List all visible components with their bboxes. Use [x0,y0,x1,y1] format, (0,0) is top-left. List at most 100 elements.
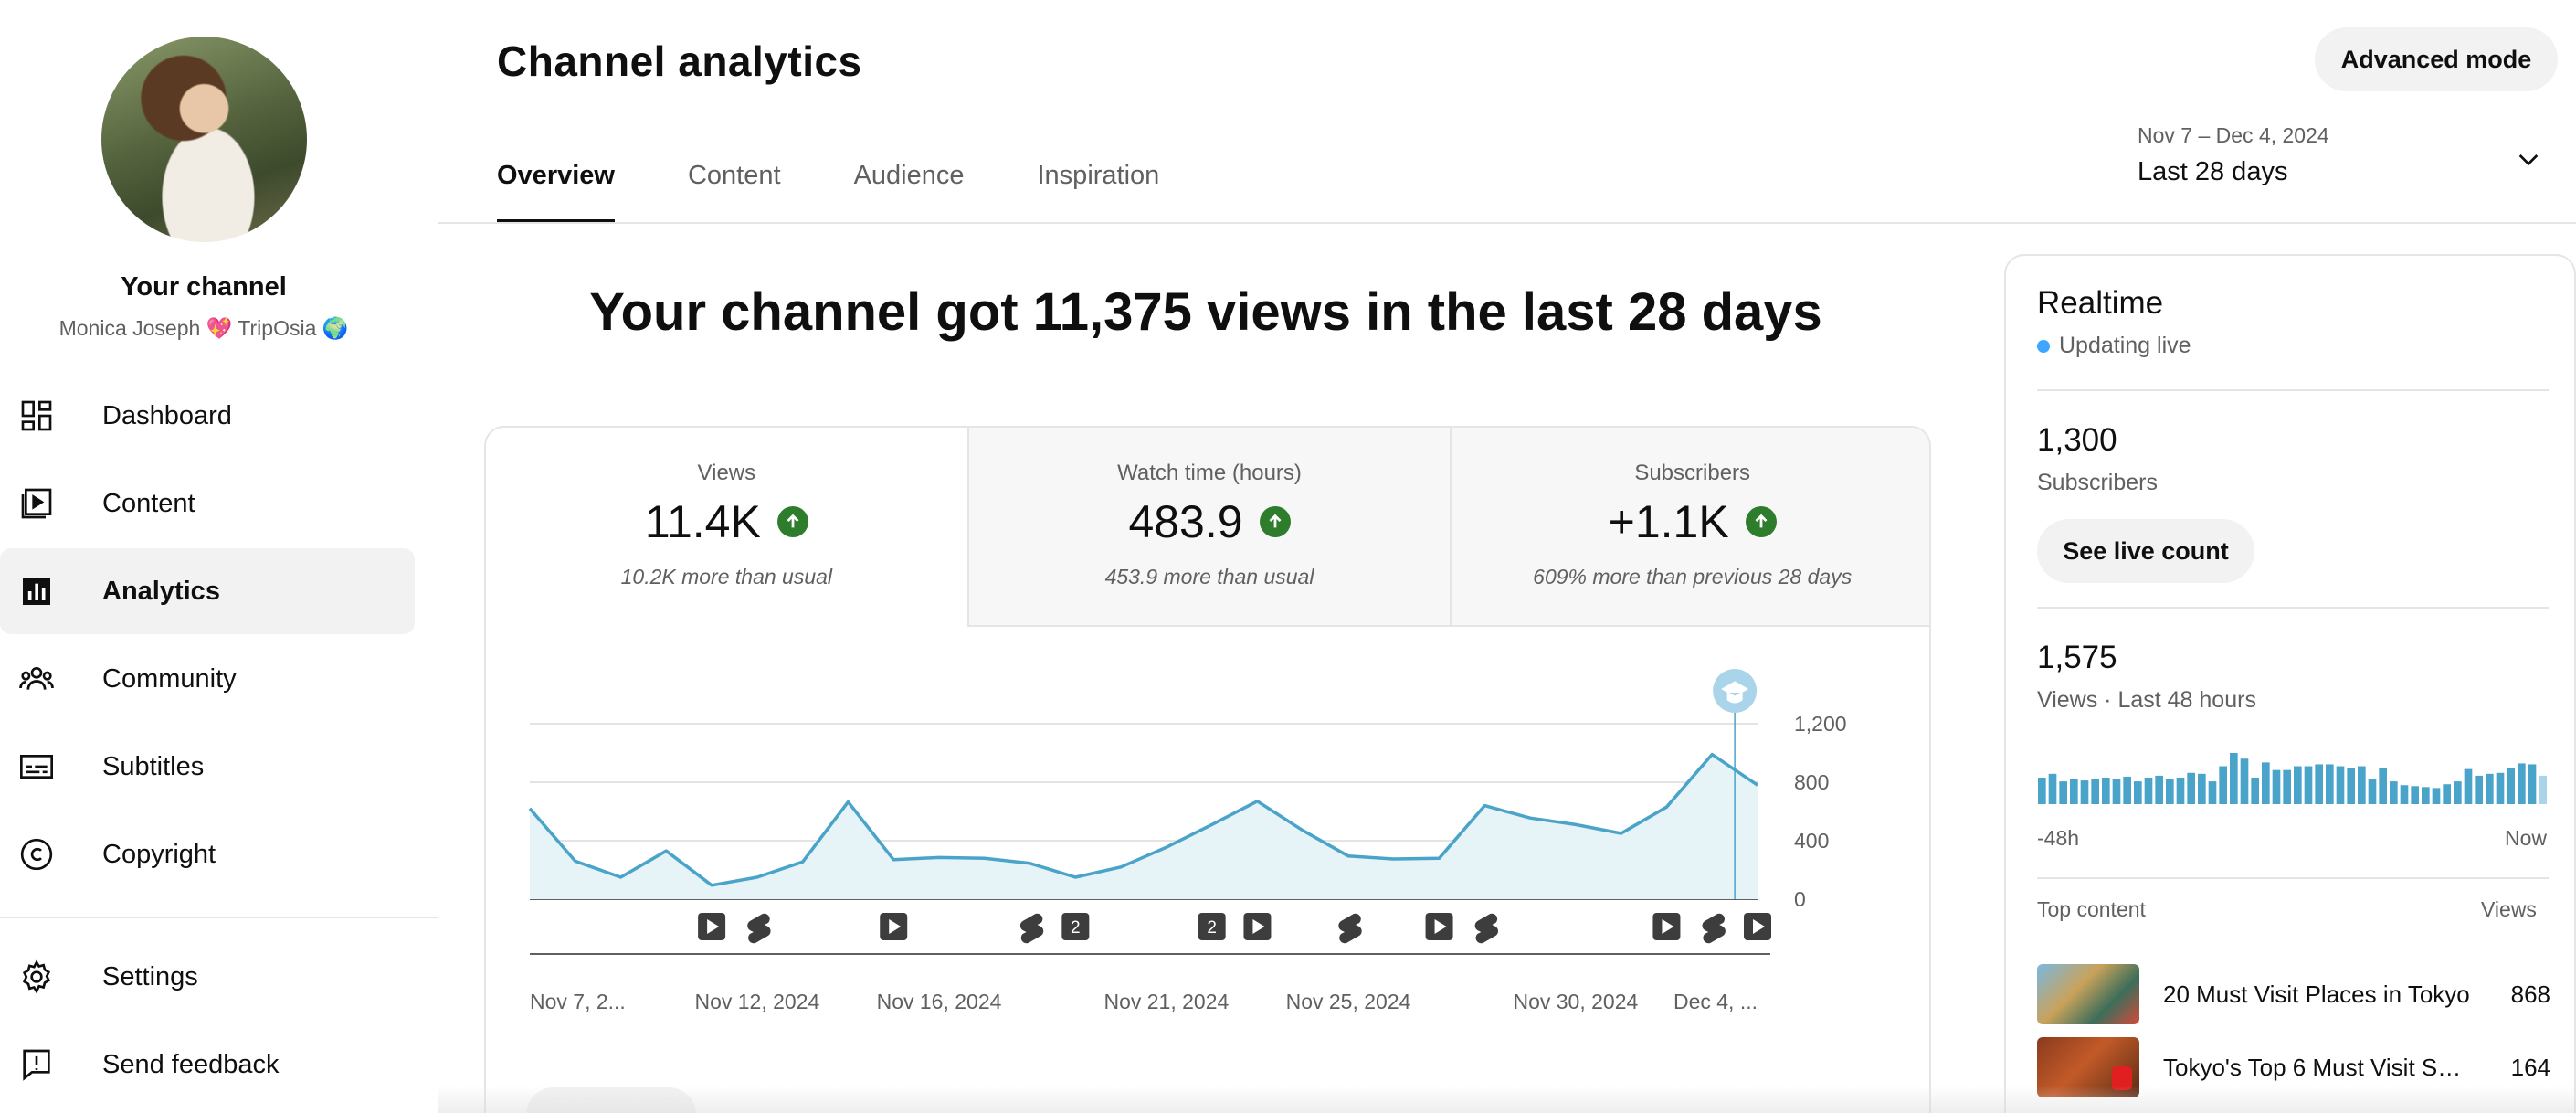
realtime-bar[interactable] [2336,766,2345,804]
top-content-item[interactable]: 20 Must Visit Places in Tokyo 868 [2037,963,2550,1025]
realtime-bar[interactable] [2518,763,2526,804]
realtime-bar[interactable] [2091,779,2099,804]
realtime-bar[interactable] [2176,777,2185,804]
realtime-bar[interactable] [2443,784,2451,804]
sidebar-item-settings[interactable]: Settings [0,934,415,1020]
realtime-bar[interactable] [2464,768,2473,804]
realtime-bar[interactable] [2230,753,2238,804]
realtime-bar[interactable] [2070,779,2078,804]
see-live-count-button[interactable]: See live count [2037,519,2254,583]
realtime-bar[interactable] [2422,787,2430,804]
play-icon [889,919,902,934]
upload-count-badge [1061,913,1090,940]
shorts-upload-icon [1474,913,1499,944]
sidebar-item-analytics[interactable]: Analytics [0,548,415,634]
play-icon [1434,919,1447,934]
realtime-bar[interactable] [2304,766,2313,804]
realtime-bar[interactable] [2155,775,2163,804]
community-icon [18,661,55,697]
sidebar-divider [0,917,438,918]
realtime-bar[interactable] [2048,773,2057,804]
realtime-bar[interactable] [2134,781,2142,804]
realtime-bar[interactable] [2358,766,2366,804]
realtime-bar[interactable] [2347,768,2355,804]
advanced-mode-button[interactable]: Advanced mode [2315,27,2558,91]
sidebar-item-copyright[interactable]: Copyright [0,811,415,897]
see-more-button[interactable] [526,1087,696,1113]
realtime-subscribers-value: 1,300 [2037,422,2117,458]
realtime-bar[interactable] [2251,777,2259,804]
sidebar-item-label: Subtitles [102,751,205,781]
metric-views[interactable]: Views 11.4K 10.2K more than usual [486,428,967,627]
chart-series-line [528,752,1758,887]
realtime-bar[interactable] [2112,779,2121,804]
tab-inspiration[interactable]: Inspiration [1037,161,1160,190]
realtime-bar[interactable] [2080,780,2089,804]
realtime-views-label: Views · Last 48 hours [2037,687,2256,713]
sidebar-item-label: Send feedback [102,1049,280,1079]
upload-count-label: 2 [1071,918,1081,938]
realtime-bar[interactable] [2294,766,2302,804]
realtime-bar[interactable] [2400,785,2409,804]
realtime-bar[interactable] [2038,777,2046,804]
realtime-bar[interactable] [2283,769,2291,804]
realtime-bar[interactable] [2475,775,2483,804]
metric-value: 483.9 [1128,496,1243,547]
realtime-bar[interactable] [2486,773,2494,804]
views-chart-svg: 1,200 800 400 0 2 2 Nov 7, 2... Nov 12, 2024 Nov… [528,669,1847,1013]
realtime-bar[interactable] [2315,764,2323,804]
metric-watch-time[interactable]: Watch time (hours) 483.9 453.9 more than… [966,428,1451,627]
realtime-bar[interactable] [2326,764,2334,804]
realtime-bar[interactable] [2166,779,2174,804]
realtime-bar[interactable] [2219,766,2227,804]
sidebar-item-community[interactable]: Community [0,636,415,722]
realtime-bar[interactable] [2507,768,2515,804]
subtitles-icon [18,748,55,785]
date-range: Nov 7 – Dec 4, 2024 [2138,123,2329,147]
metric-tabs: Views 11.4K 10.2K more than usual Watch … [486,428,1929,627]
tab-audience[interactable]: Audience [853,161,965,190]
realtime-bar[interactable] [2496,772,2505,804]
realtime-bar[interactable] [2454,781,2462,804]
realtime-bar[interactable] [2187,772,2195,804]
realtime-bar[interactable] [2379,768,2387,804]
x-tick-label: Nov 12, 2024 [694,990,819,1013]
views-chart: 1,200 800 400 0 2 2 Nov 7, 2... Nov 12, 2024 Nov… [486,627,1929,1113]
realtime-bar-chart [2038,753,2547,804]
metric-note: 609% more than previous 28 days [1533,565,1853,588]
sidebar-item-send-feedback[interactable]: Send feedback [0,1022,415,1108]
realtime-bar[interactable] [2368,779,2377,804]
realtime-bar[interactable] [2390,781,2398,804]
tab-overview[interactable]: Overview [497,161,615,223]
chart-area-fill [530,754,1758,899]
realtime-bar[interactable] [2272,769,2281,804]
y-tick-label: 0 [1794,887,1806,911]
realtime-bar[interactable] [2198,773,2206,804]
tab-content[interactable]: Content [687,161,781,190]
realtime-bar[interactable] [2539,775,2547,804]
realtime-status: Updating live [2037,333,2191,359]
realtime-bar[interactable] [2262,762,2270,804]
realtime-bar[interactable] [2123,776,2131,804]
realtime-bar[interactable] [2208,781,2217,804]
realtime-bar[interactable] [2102,777,2110,804]
realtime-divider [2037,607,2549,609]
sidebar-item-content[interactable]: Content [0,461,415,546]
realtime-bar[interactable] [2528,764,2537,804]
x-tick-label: Dec 4, ... [1673,990,1758,1013]
sidebar-item-subtitles[interactable]: Subtitles [0,724,415,810]
realtime-bar[interactable] [2059,781,2067,804]
metric-note: 453.9 more than usual [1104,565,1314,588]
sidebar-item-dashboard[interactable]: Dashboard [0,373,415,459]
realtime-bar[interactable] [2240,758,2249,804]
top-content-item[interactable]: Tokyo's Top 6 Must Visit Spots 164 [2037,1036,2550,1098]
dashboard-icon [18,398,55,434]
metric-subscribers[interactable]: Subscribers +1.1K 609% more than previou… [1450,428,1929,627]
shorts-upload-icon [1338,913,1362,944]
channel-label[interactable]: Your channel [121,272,287,302]
realtime-bar[interactable] [2411,786,2419,804]
channel-avatar[interactable] [101,37,307,242]
realtime-bar[interactable] [2144,777,2153,804]
y-tick-label: 1,200 [1794,712,1847,736]
realtime-bar[interactable] [2432,788,2441,804]
